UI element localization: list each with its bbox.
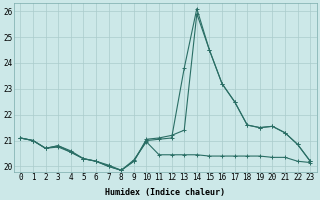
X-axis label: Humidex (Indice chaleur): Humidex (Indice chaleur): [105, 188, 225, 197]
